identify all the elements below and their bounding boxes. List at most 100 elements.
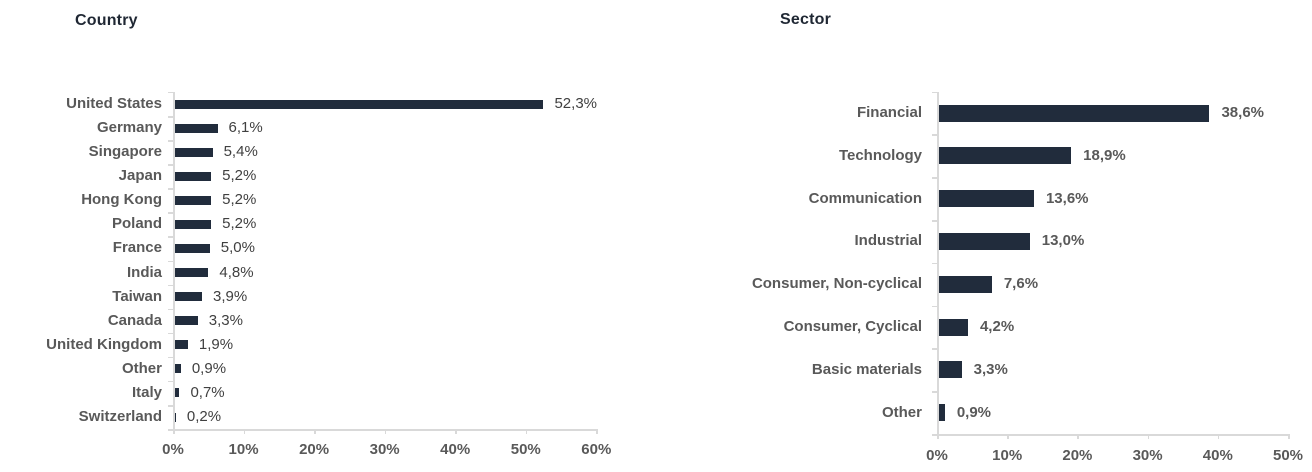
bar — [938, 361, 962, 379]
value-label: 52,3% — [554, 95, 598, 112]
y-axis-line — [173, 91, 175, 430]
value-label: 0,7% — [190, 383, 225, 401]
y-axis-tick-mark — [932, 91, 937, 94]
category-label: Consumer, Non-cyclical — [751, 275, 922, 293]
category-label: Hong Kong — [81, 191, 162, 209]
y-axis-tick-mark — [932, 391, 937, 393]
x-tick-label: 0% — [162, 441, 184, 459]
y-axis-tick-mark — [932, 305, 937, 308]
y-axis-tick-mark — [932, 348, 937, 350]
x-axis-tick-mark — [314, 429, 316, 435]
bar — [174, 147, 213, 157]
category-label: Communication — [808, 189, 922, 207]
category-label: Canada — [107, 311, 162, 329]
value-label: 5,4% — [223, 143, 258, 161]
category-label: Germany — [96, 119, 162, 137]
value-label: 13,6% — [1045, 189, 1089, 207]
y-axis-tick-mark — [932, 220, 937, 222]
category-label: Industrial — [854, 232, 922, 250]
x-tick-label: 20% — [299, 441, 330, 459]
category-label: Taiwan — [112, 287, 162, 305]
x-tick-label: 50% — [1272, 447, 1304, 464]
bar — [174, 171, 212, 181]
x-axis-tick-mark — [596, 429, 598, 435]
y-axis-tick-mark — [168, 380, 173, 383]
y-axis-tick-mark — [932, 434, 937, 436]
category-label: United States — [66, 95, 162, 112]
x-tick-label: 10% — [228, 441, 259, 459]
y-axis-tick-mark — [932, 262, 937, 265]
x-axis-tick-mark — [243, 429, 246, 435]
category-label: Consumer, Cyclical — [783, 318, 922, 335]
y-axis-tick-mark — [168, 212, 173, 214]
category-label: Basic materials — [811, 360, 922, 378]
category-label: India — [126, 263, 162, 281]
y-axis-tick-mark — [168, 405, 173, 407]
x-axis-tick-mark — [455, 429, 457, 435]
x-axis-tick-mark — [525, 429, 528, 435]
value-label: 3,3% — [973, 360, 1008, 378]
bar — [174, 340, 188, 350]
sector-chart-title: Sector — [780, 11, 831, 28]
bar — [174, 195, 212, 205]
bar — [938, 104, 1210, 122]
value-label: 0,2% — [186, 408, 222, 426]
bar — [938, 147, 1072, 165]
bar — [174, 219, 212, 229]
bar — [174, 99, 544, 109]
y-axis-tick-mark — [932, 177, 937, 179]
x-tick-label: 20% — [1062, 447, 1093, 464]
bar — [174, 412, 176, 422]
bar — [938, 404, 945, 422]
y-axis-tick-mark — [168, 188, 173, 190]
y-axis-tick-mark — [168, 140, 173, 142]
value-label: 13,0% — [1041, 232, 1085, 250]
value-label: 5,2% — [222, 191, 257, 209]
y-axis-tick-mark — [168, 260, 173, 263]
value-label: 5,2% — [222, 215, 257, 233]
y-axis-tick-mark — [932, 134, 937, 136]
category-label: Japan — [118, 167, 162, 185]
x-tick-label: 60% — [581, 441, 612, 459]
bar — [174, 292, 202, 302]
value-label: 18,9% — [1083, 146, 1126, 164]
bar — [174, 268, 209, 278]
x-tick-label: 10% — [992, 447, 1023, 464]
x-axis-tick-mark — [1077, 434, 1079, 439]
category-label: Poland — [111, 215, 162, 233]
x-axis-tick-mark — [384, 429, 387, 435]
y-axis-tick-mark — [168, 356, 173, 359]
x-tick-label: 50% — [510, 441, 541, 459]
country-chart-title: Country — [75, 12, 138, 29]
y-axis-tick-mark — [168, 236, 173, 238]
x-axis-tick-mark — [1147, 434, 1150, 439]
bar — [174, 123, 218, 133]
x-tick-label: 30% — [1132, 447, 1163, 464]
value-label: 5,2% — [222, 167, 257, 185]
value-label: 1,9% — [198, 335, 234, 353]
x-axis-tick-mark — [1007, 434, 1009, 439]
bar — [174, 388, 180, 398]
category-label: Italy — [131, 383, 162, 401]
value-label: 5,0% — [220, 239, 255, 257]
bar — [174, 316, 198, 326]
x-axis-tick-mark — [1288, 434, 1290, 439]
bar — [938, 318, 968, 336]
bar — [174, 364, 181, 374]
category-label: Other — [121, 359, 162, 377]
category-label: Other — [881, 403, 922, 421]
value-label: 38,6% — [1221, 104, 1265, 121]
value-label: 0,9% — [956, 403, 992, 421]
category-label: Financial — [856, 104, 922, 121]
x-axis-line — [937, 434, 1290, 436]
category-label: France — [112, 239, 162, 257]
y-axis-tick-mark — [168, 91, 173, 94]
y-axis-tick-mark — [168, 332, 173, 335]
y-axis-tick-mark — [168, 116, 173, 118]
bar — [938, 190, 1034, 208]
category-label: United Kingdom — [46, 335, 162, 353]
value-label: 4,2% — [979, 318, 1015, 335]
y-axis-tick-mark — [168, 308, 173, 311]
